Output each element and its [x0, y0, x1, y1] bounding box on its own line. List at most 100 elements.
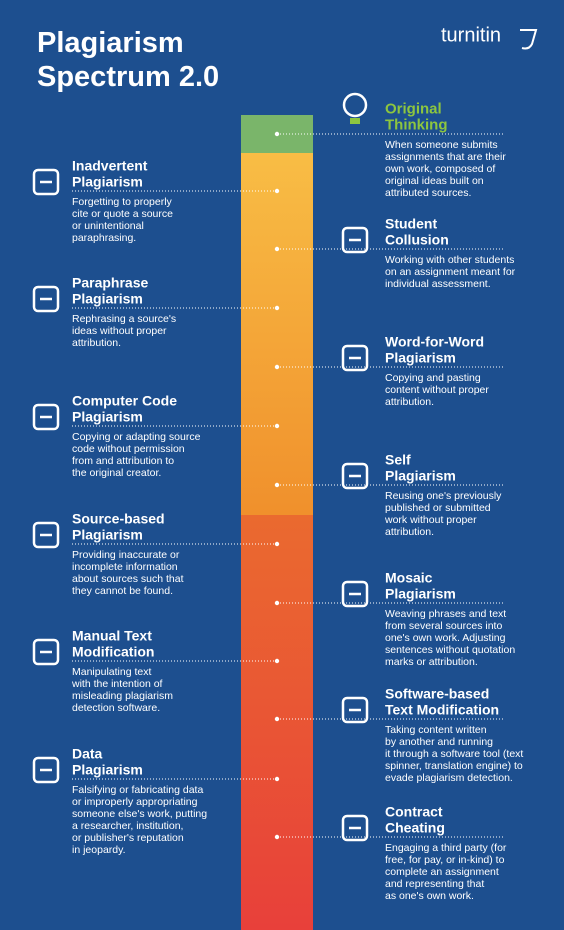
item-description: or improperly appropriating — [72, 796, 198, 808]
item-description: sentences without quotation — [385, 644, 515, 656]
logo: turnitin — [441, 25, 501, 47]
item-description: Engaging a third party (for — [385, 842, 507, 854]
item-description: marks or attribution. — [385, 656, 478, 668]
item-description: attribution. — [385, 526, 434, 538]
item-description: attributed sources. — [385, 187, 471, 199]
item-description: individual assessment. — [385, 278, 491, 290]
item-description: by another and running — [385, 736, 493, 748]
icon — [32, 403, 60, 431]
item-description: Providing inaccurate or — [72, 549, 180, 561]
item-description: on an assignment meant for — [385, 266, 516, 278]
connector-dot — [274, 364, 280, 370]
item-description: assignments that are their — [385, 151, 506, 163]
item-description: Manipulating text — [72, 666, 151, 678]
item-title: Modification — [72, 643, 154, 659]
item-description: incomplete information — [72, 561, 178, 573]
item-title: Manual Text — [72, 627, 152, 643]
item-description: Reusing one's previously — [385, 490, 502, 502]
spectrum-upper — [241, 153, 313, 515]
item-title: Self — [385, 451, 411, 467]
item-title: Mosaic — [385, 569, 433, 585]
item-description: or publisher's reputation — [72, 832, 184, 844]
item-description: work without proper — [384, 514, 477, 526]
item-description: ideas without proper — [72, 325, 167, 337]
item-description: spinner, translation engine) to — [385, 760, 523, 772]
item-description: with the intention of — [71, 678, 163, 690]
item-description: Taking content written — [385, 724, 487, 736]
item-description: as one's own work. — [385, 890, 474, 902]
item-description: free, for pay, or in-kind) to — [385, 854, 505, 866]
item-description: Falsifying or fabricating data — [72, 784, 203, 796]
item-description: about sources such that — [72, 573, 184, 585]
item-description: cite or quote a source — [72, 208, 173, 220]
connector-dot — [274, 600, 280, 606]
item-description: Rephrasing a source's — [72, 313, 176, 325]
item-description: Forgetting to properly — [72, 196, 173, 208]
item-description: one's own work. Adjusting — [385, 632, 506, 644]
item-title: Collusion — [385, 231, 449, 247]
logo-mark — [520, 29, 538, 50]
item-description: attribution. — [385, 396, 434, 408]
item-description: attribution. — [72, 337, 121, 349]
item-description: When someone submits — [385, 139, 498, 151]
item-description: Copying or adapting source — [72, 431, 201, 443]
item-title: Plagiarism — [385, 467, 456, 483]
connector-dot — [274, 188, 280, 194]
icon — [350, 118, 360, 124]
item-description: content without proper — [385, 384, 489, 396]
item-title: Software-based — [385, 685, 489, 701]
connector-dot — [274, 716, 280, 722]
connector-dot — [274, 482, 280, 488]
icon — [342, 92, 368, 118]
icon — [341, 226, 369, 254]
item-description: in jeopardy. — [72, 844, 126, 856]
item-description: they cannot be found. — [72, 585, 173, 597]
item-description: published or submitted — [385, 502, 491, 514]
icon — [341, 580, 369, 608]
connector-dot — [274, 658, 280, 664]
connector-dot — [274, 834, 280, 840]
item-title: Text Modification — [385, 701, 499, 717]
item-title: Plagiarism — [72, 173, 143, 189]
item-description: a researcher, institution, — [72, 820, 183, 832]
item-description: or unintentional — [72, 220, 144, 232]
item-title: Student — [385, 215, 437, 231]
item-title: Plagiarism — [385, 585, 456, 601]
item-description: Weaving phrases and text — [385, 608, 506, 620]
icon — [32, 638, 60, 666]
icon — [341, 696, 369, 724]
item-description: and representing that — [385, 878, 484, 890]
item-description: misleading plagiarism — [72, 690, 173, 702]
item-description: from and attribution to — [72, 455, 174, 467]
item-description: the original creator. — [72, 467, 161, 479]
item-description: complete an assignment — [385, 866, 499, 878]
icon — [32, 521, 60, 549]
title-line: Plagiarism — [37, 27, 184, 59]
item-title: Inadvertent — [72, 157, 148, 173]
item-description: evade plagiarism detection. — [385, 772, 513, 784]
item-title: Word-for-Word — [385, 333, 484, 349]
icon — [32, 168, 60, 196]
connector-dot — [274, 423, 280, 429]
item-title: Plagiarism — [385, 349, 456, 365]
icon — [32, 285, 60, 313]
icon — [341, 462, 369, 490]
item-title: Plagiarism — [72, 526, 143, 542]
item-title: Computer Code — [72, 392, 177, 408]
item-description: original ideas built on — [385, 175, 484, 187]
item-title: Source-based — [72, 510, 165, 526]
connector-dot — [274, 776, 280, 782]
item-title: Cheating — [385, 819, 445, 835]
item-title: Contract — [385, 803, 443, 819]
icon — [341, 814, 369, 842]
item-description: detection software. — [72, 702, 160, 714]
connector-dot — [274, 246, 280, 252]
item-description: code without permission — [72, 443, 185, 455]
item-description: someone else's work, putting — [72, 808, 207, 820]
item-description: Working with other students — [385, 254, 514, 266]
item-title: Plagiarism — [72, 761, 143, 777]
item-title: Thinking — [385, 116, 448, 133]
item-title: Plagiarism — [72, 408, 143, 424]
item-description: Copying and pasting — [385, 372, 481, 384]
